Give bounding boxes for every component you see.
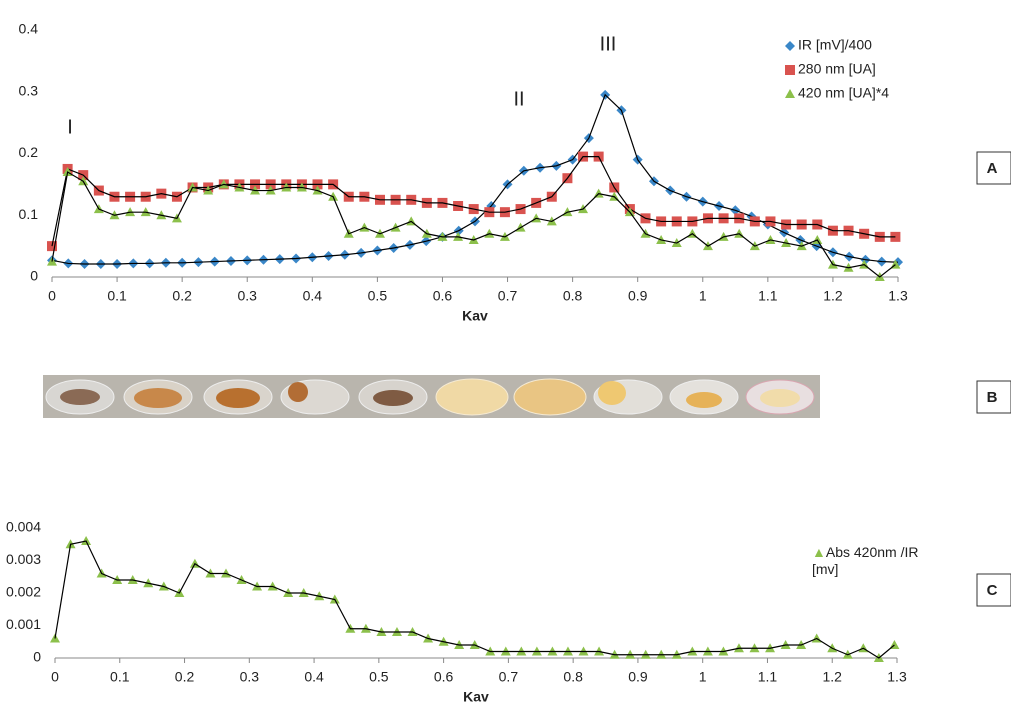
x-tick-label: 1.2	[822, 669, 842, 685]
panel-label: B	[987, 389, 998, 406]
legend-marker	[785, 89, 795, 98]
x-tick-label: 0.5	[369, 669, 389, 685]
legend-label: 280 nm [UA]	[798, 61, 876, 77]
x-tick-label: 0	[48, 288, 56, 304]
y-tick-label: 0.002	[6, 584, 41, 600]
x-tick-label: 0	[51, 669, 59, 685]
x-tick-label: 0.2	[175, 669, 195, 685]
x-axis-title: Kav	[462, 308, 488, 324]
legend-marker	[785, 65, 795, 75]
y-tick-label: 0.004	[6, 519, 41, 535]
legend-marker	[785, 41, 795, 51]
x-tick-label: 1.3	[888, 288, 908, 304]
y-tick-label: 0.3	[19, 82, 39, 98]
x-tick-label: 1	[699, 669, 707, 685]
x-tick-label: 0.4	[304, 669, 324, 685]
x-tick-label: 1.1	[758, 669, 778, 685]
peak-label: III	[600, 33, 617, 55]
x-tick-label: 0.6	[434, 669, 454, 685]
y-tick-label: 0.4	[19, 21, 39, 37]
x-tick-label: 0.6	[433, 288, 453, 304]
x-axis-title: Kav	[463, 689, 489, 705]
y-tick-label: 0.1	[19, 206, 39, 222]
x-tick-label: 0.2	[172, 288, 192, 304]
x-tick-label: 0.8	[563, 288, 583, 304]
legend-marker: ▲	[812, 544, 826, 560]
y-tick-label: 0.2	[19, 144, 39, 160]
x-tick-label: 1.3	[887, 669, 907, 685]
x-tick-label: 0.7	[498, 288, 518, 304]
x-tick-label: 0.5	[368, 288, 388, 304]
figure: A B C I II III 0 0.1 0.2 0.3 0.4 0.5 0.6 0.7 0.8…	[0, 0, 1011, 708]
y-tick-label: 0	[30, 268, 38, 284]
legend: ▲Abs 420nm /IR [mv]	[812, 544, 922, 578]
legend-label: 420 nm [UA]*4	[798, 85, 889, 101]
y-tick-label: 0	[33, 649, 41, 665]
x-tick-label: 0.1	[110, 669, 130, 685]
x-tick-label: 0.9	[628, 288, 648, 304]
photo-strip	[43, 375, 820, 418]
x-tick-label: 1.2	[823, 288, 843, 304]
y-tick-label: 0.001	[6, 616, 41, 632]
x-tick-label: 1	[699, 288, 707, 304]
x-tick-label: 1.1	[758, 288, 778, 304]
x-tick-label: 0.4	[303, 288, 323, 304]
chart: A B C I II III 0 0.1 0.2 0.3 0.4 0.5 0.6 0.7 0.8…	[0, 0, 1011, 708]
panel-label: C	[987, 582, 998, 599]
x-tick-label: 0.1	[107, 288, 127, 304]
x-tick-label: 0.8	[563, 669, 583, 685]
peak-label: I	[67, 116, 73, 138]
x-tick-label: 0.3	[237, 288, 257, 304]
x-tick-label: 0.7	[499, 669, 519, 685]
panel-label: A	[987, 160, 998, 177]
legend-label: Abs 420nm /IR [mv]	[812, 544, 918, 577]
peak-label: II	[513, 88, 524, 110]
legend-label: IR [mV]/400	[798, 37, 872, 53]
x-tick-label: 0.3	[240, 669, 260, 685]
x-tick-label: 0.9	[628, 669, 648, 685]
y-tick-label: 0.003	[6, 551, 41, 567]
